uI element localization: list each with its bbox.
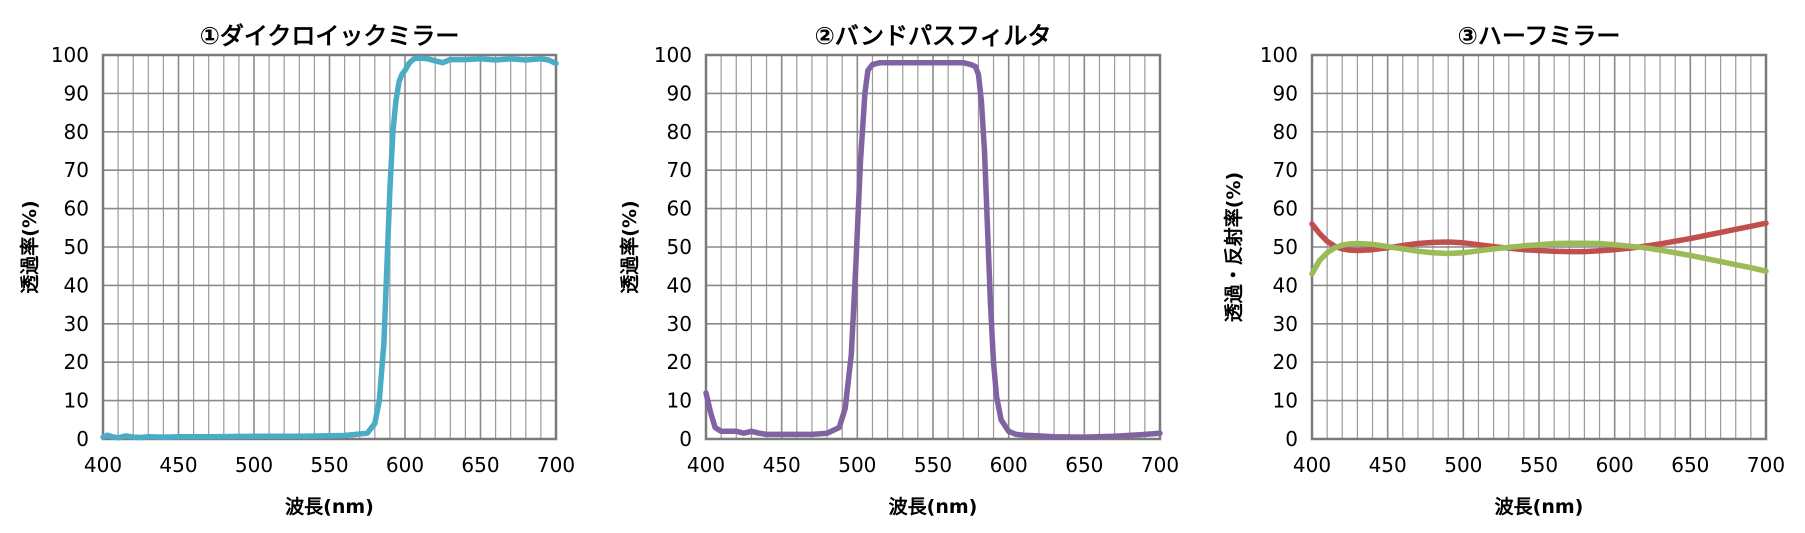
y-tick-label: 10 [64, 389, 89, 413]
x-tick-label: 550 [310, 453, 348, 477]
y-tick-label: 100 [654, 43, 692, 67]
series-line-0 [703, 59, 1163, 440]
y-tick-label: 100 [1260, 43, 1298, 67]
x-tick-label: 600 [1596, 453, 1634, 477]
y-tick-label: 30 [1273, 312, 1298, 336]
x-tick-label: 400 [84, 453, 122, 477]
y-tick-label: 40 [667, 273, 692, 297]
x-tick-label: 400 [687, 453, 725, 477]
y-tick-label: 40 [1273, 273, 1298, 297]
plot-area-frame [101, 53, 558, 441]
x-tick-label: 450 [159, 453, 197, 477]
chart-bandpass-filter: 400 450 500 550 600 650 700 0 10 20 30 40 50 60 70 80 90… [618, 22, 1179, 518]
y-axis-label: 透過率(%) [18, 200, 41, 293]
x-tick-label: 500 [1444, 453, 1482, 477]
y-tick-label: 0 [679, 427, 692, 451]
y-tick-label: 30 [64, 312, 89, 336]
y-axis-label: 透過率(%) [618, 200, 641, 293]
y-tick-label: 90 [1273, 81, 1298, 105]
y-tick-label: 60 [64, 197, 89, 221]
y-tick-label: 10 [1273, 389, 1298, 413]
x-tick-label: 700 [537, 453, 575, 477]
y-tick-label: 0 [76, 427, 89, 451]
x-axis-label: 波長(nm) [889, 495, 978, 518]
x-tick-label: 450 [1369, 453, 1407, 477]
y-tick-label: 20 [1273, 350, 1298, 374]
y-tick-label: 10 [667, 389, 692, 413]
x-tick-label: 400 [1293, 453, 1331, 477]
plot-area-frame [704, 53, 1162, 441]
x-tick-label: 650 [1671, 453, 1709, 477]
x-tick-label: 600 [386, 453, 424, 477]
y-tick-label: 50 [667, 235, 692, 259]
x-tick-label: 700 [1141, 453, 1179, 477]
x-tick-label: 500 [838, 453, 876, 477]
y-tick-label: 60 [667, 197, 692, 221]
chart-title: ③ハーフミラー [1458, 22, 1621, 50]
y-tick-label: 60 [1273, 197, 1298, 221]
chart-title: ①ダイクロイックミラー [200, 22, 460, 50]
gridlines [103, 55, 556, 439]
gridlines [706, 55, 1160, 439]
y-tick-label: 90 [667, 81, 692, 105]
y-tick-label: 50 [64, 235, 89, 259]
x-tick-label: 700 [1747, 453, 1785, 477]
y-tick-label: 80 [64, 120, 89, 144]
x-tick-label: 650 [461, 453, 499, 477]
y-tick-label: 80 [1273, 120, 1298, 144]
y-tick-label: 80 [667, 120, 692, 144]
y-tick-label: 70 [667, 158, 692, 182]
x-axis-label: 波長(nm) [285, 495, 374, 518]
y-tick-label: 100 [51, 43, 89, 67]
x-tick-label: 550 [1520, 453, 1558, 477]
y-tick-label: 70 [64, 158, 89, 182]
chart-title: ②バンドパスフィルタ [814, 22, 1051, 50]
y-tick-label: 20 [64, 350, 89, 374]
chart-half-mirror: 400 450 500 550 600 650 700 0 10 20 30 40 50 60 70 80 90… [1222, 22, 1785, 518]
y-tick-label: 0 [1285, 427, 1298, 451]
y-tick-label: 30 [667, 312, 692, 336]
y-tick-label: 90 [64, 81, 89, 105]
series-line-0 [100, 55, 559, 441]
x-tick-label: 500 [235, 453, 273, 477]
y-tick-label: 70 [1273, 158, 1298, 182]
plot-area-frame [1310, 53, 1768, 441]
x-tick-label: 600 [990, 453, 1028, 477]
y-axis-label: 透過・反射率(%) [1222, 172, 1245, 322]
chart-dichroic-mirror: 400 450 500 550 600 650 700 0 10 20 30 40 50 60 70 80 90… [18, 22, 575, 518]
y-tick-label: 50 [1273, 235, 1298, 259]
x-tick-label: 650 [1065, 453, 1103, 477]
y-tick-label: 20 [667, 350, 692, 374]
x-tick-label: 550 [914, 453, 952, 477]
y-tick-label: 40 [64, 273, 89, 297]
x-tick-label: 450 [763, 453, 801, 477]
series-line-1 [1309, 240, 1769, 277]
x-axis-label: 波長(nm) [1495, 495, 1584, 518]
